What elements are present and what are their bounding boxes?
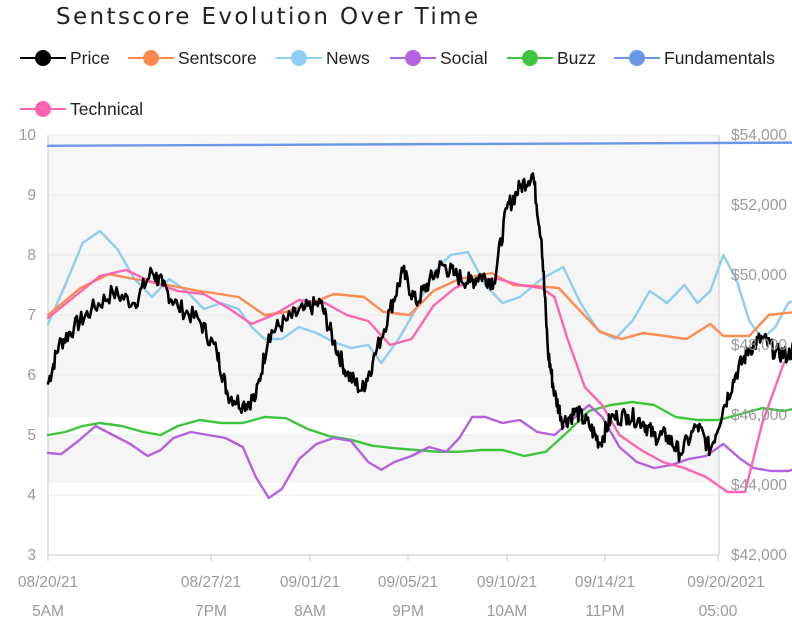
legend-label: Buzz xyxy=(557,47,596,68)
chart-title: Sentscore Evolution Over Time xyxy=(56,4,481,30)
y-right-tick-label: $50,000 xyxy=(731,267,787,284)
series-line-price xyxy=(46,172,792,463)
legend-label: Social xyxy=(440,47,488,68)
x-tick-date-label: 09/14/21 xyxy=(575,574,635,591)
legend-item[interactable]: News xyxy=(276,46,370,70)
legend-swatch-icon xyxy=(390,46,436,70)
legend-item[interactable]: Buzz xyxy=(507,46,596,70)
y-left-tick-label: 5 xyxy=(27,427,36,444)
legend-label: Sentscore xyxy=(178,47,257,68)
legend-swatch-icon xyxy=(276,46,322,70)
legend-item[interactable]: Technical xyxy=(20,97,143,121)
y-right-tick-label: $52,000 xyxy=(731,197,787,214)
x-tick-time-label: 5AM xyxy=(32,603,64,620)
series-line-fundamentals xyxy=(46,141,792,147)
y-left-tick-label: 3 xyxy=(27,547,36,564)
y-right-tick-label: $44,000 xyxy=(731,477,787,494)
x-tick-date-label: 08/27/21 xyxy=(181,574,241,591)
x-tick-time-label: 9PM xyxy=(392,603,424,620)
y-left-tick-label: 6 xyxy=(27,367,36,384)
legend-label: Fundamentals xyxy=(664,47,775,68)
series-line-social xyxy=(46,403,792,500)
x-tick-time-label: 8AM xyxy=(294,603,326,620)
legend-item[interactable]: Sentscore xyxy=(128,46,257,70)
x-tick-time-label: 7PM xyxy=(195,603,227,620)
legend-item[interactable]: Price xyxy=(20,46,110,70)
y-left-tick-label: 10 xyxy=(19,127,37,144)
legend-item[interactable]: Fundamentals xyxy=(614,46,775,70)
y-right-tick-label: $42,000 xyxy=(731,547,787,564)
legend-item[interactable]: Social xyxy=(390,46,488,70)
legend-swatch-icon xyxy=(128,46,174,70)
x-tick-date-label: 09/10/21 xyxy=(477,574,537,591)
y-right-tick-label: $54,000 xyxy=(731,127,787,144)
series-line-sentscore xyxy=(46,271,792,341)
x-tick-date-label: 09/01/21 xyxy=(280,574,340,591)
x-tick-time-label: 11PM xyxy=(585,603,624,620)
series-lines xyxy=(46,141,792,500)
x-tick-time-label: 10AM xyxy=(487,603,528,620)
legend-label: Price xyxy=(70,47,110,68)
series-line-news xyxy=(46,229,792,365)
series-line-technical xyxy=(46,268,792,494)
legend-label: News xyxy=(326,47,370,68)
grid-band xyxy=(48,135,719,252)
x-tick-date-label: 09/20/2021 xyxy=(687,574,765,591)
legend-swatch-icon xyxy=(20,46,66,70)
legend-swatch-icon xyxy=(614,46,660,70)
series-line-buzz xyxy=(46,400,792,458)
y-left-tick-label: 4 xyxy=(27,487,36,504)
y-left-tick-label: 9 xyxy=(27,187,36,204)
x-tick-date-label: 09/05/21 xyxy=(378,574,438,591)
x-tick-time-label: 05:00 xyxy=(699,603,738,620)
x-tick-date-label: 08/20/21 xyxy=(18,574,78,591)
y-right-tick-label: $48,000 xyxy=(731,337,787,354)
y-left-tick-label: 8 xyxy=(27,247,36,264)
tick-labels: 3 4 5 6 7 8 9 10 $42,000 $44,000 $46,000 $48,000 $50… xyxy=(18,127,788,620)
y-right-tick-label: $46,000 xyxy=(731,407,787,424)
y-left-tick-label: 7 xyxy=(27,307,36,324)
legend-label: Technical xyxy=(70,98,143,119)
legend-swatch-icon xyxy=(507,46,553,70)
legend-swatch-icon xyxy=(20,97,66,121)
grid-band xyxy=(48,435,719,483)
